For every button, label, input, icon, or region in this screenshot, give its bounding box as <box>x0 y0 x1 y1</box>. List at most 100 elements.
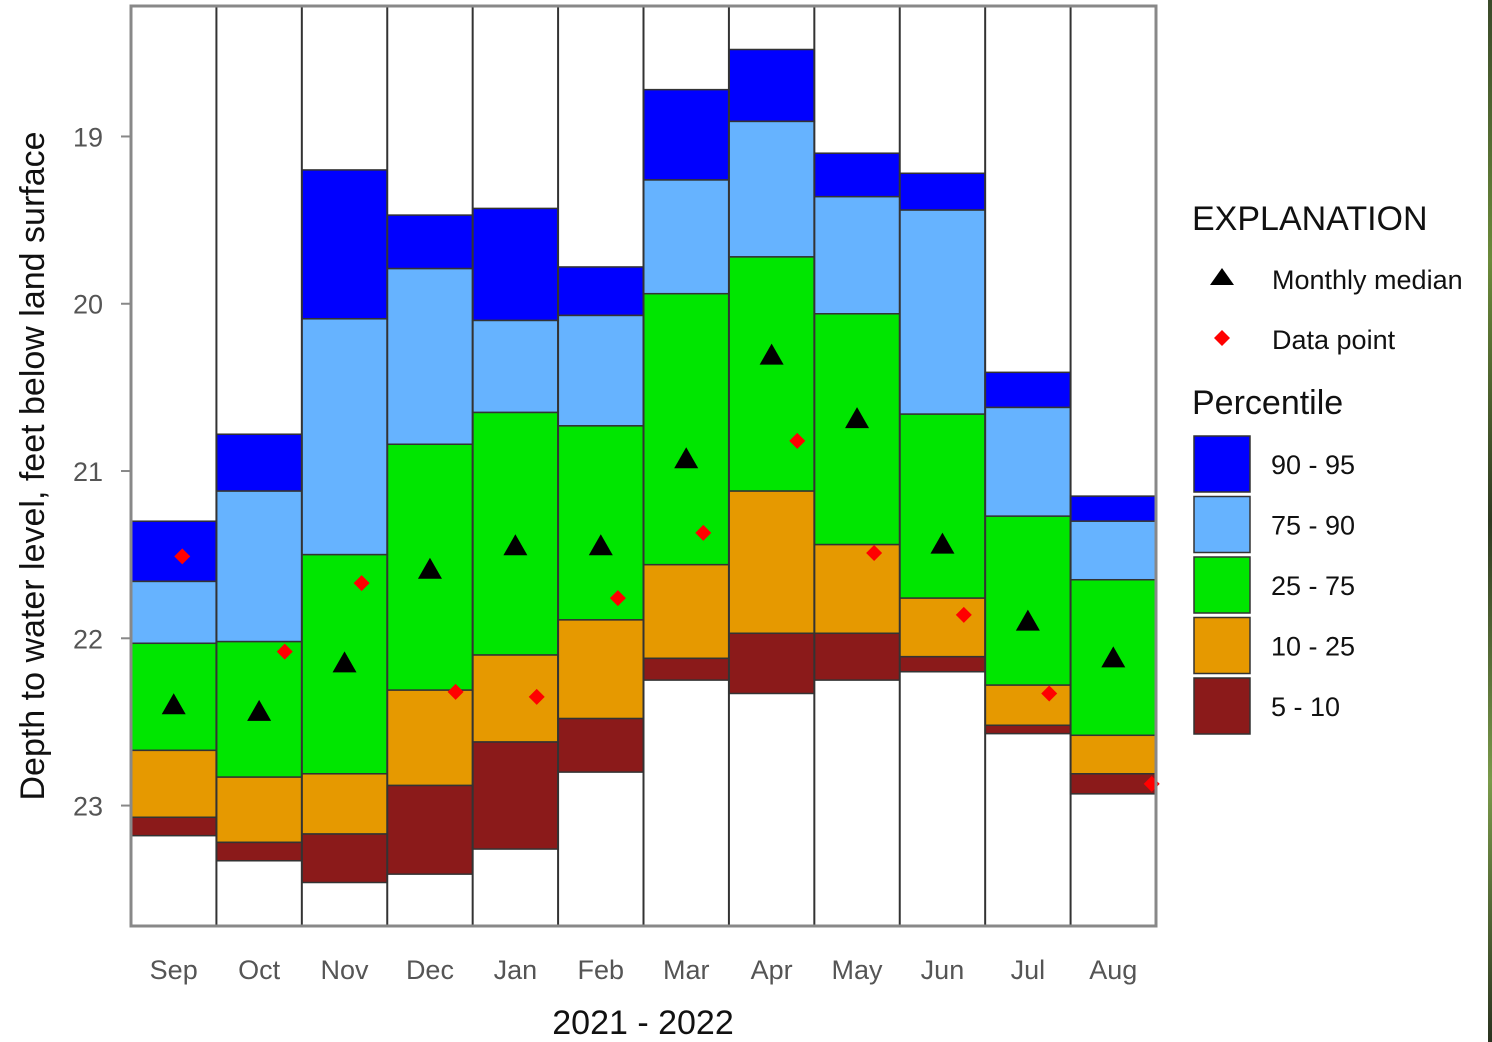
y-tick-label: 19 <box>73 122 103 152</box>
bar-p25_75-feb <box>557 425 645 621</box>
x-tick-label-jun: Jun <box>921 955 965 985</box>
bar-p90_95-sep <box>130 520 218 583</box>
bar-p10_25-jul <box>984 684 1072 727</box>
bar-p5_10-sep <box>130 816 218 837</box>
bar-p75_90-may <box>813 195 901 315</box>
bar-p75_90-aug <box>1069 520 1157 581</box>
legend-swatch-label-p10_25: 10 - 25 <box>1271 632 1355 662</box>
bar-p90_95-mar <box>642 88 730 181</box>
legend-swatch-label-p5_10: 5 - 10 <box>1271 692 1340 722</box>
bar-p5_10-nov <box>301 833 389 884</box>
x-tick-label-mar: Mar <box>663 955 710 985</box>
data-point-marker-6 <box>609 590 626 607</box>
legend-swatch-p75_90 <box>1193 495 1251 554</box>
y-tick-label: 23 <box>73 792 103 822</box>
median-marker-dec <box>417 557 442 579</box>
x-tick-label-aug: Aug <box>1089 955 1137 985</box>
median-marker-feb <box>588 534 613 556</box>
legend-swatch-label-p25_75: 25 - 75 <box>1271 571 1355 601</box>
month-dividers <box>215 6 1072 926</box>
bar-p75_90-apr <box>728 120 816 258</box>
x-axis-title: 2021 - 2022 <box>552 1004 734 1042</box>
median-marker-apr <box>759 343 784 365</box>
plot-frame <box>129 4 1158 928</box>
bar-p90_95-may <box>813 152 901 198</box>
bar-p75_90-dec <box>386 267 474 446</box>
bar-p25_75-jan <box>471 411 559 656</box>
bar-p25_75-may <box>813 313 901 546</box>
x-tick-label-may: May <box>832 955 884 985</box>
y-tick-label: 21 <box>73 457 103 487</box>
data-point-marker-2 <box>276 643 293 660</box>
bar-p10_25-may <box>813 543 901 635</box>
median-marker-nov <box>332 651 357 673</box>
bar-p5_10-aug <box>1069 773 1157 795</box>
markers-layer <box>161 343 1160 792</box>
bar-p75_90-mar <box>642 179 730 295</box>
bar-p75_90-jan <box>471 319 559 414</box>
bar-p90_95-apr <box>728 48 816 123</box>
bar-p10_25-sep <box>130 749 218 819</box>
legend-data-point-label: Data point <box>1272 325 1396 355</box>
bar-p10_25-mar <box>642 563 730 660</box>
x-tick-label-feb: Feb <box>578 955 625 985</box>
legend-data-point-icon <box>1214 330 1230 346</box>
bar-p10_25-oct <box>215 776 303 844</box>
bar-p5_10-oct <box>215 841 303 862</box>
bar-p10_25-jun <box>899 597 986 658</box>
bar-p75_90-sep <box>130 580 218 645</box>
y-axis-title: Depth to water level, feet below land su… <box>14 131 52 800</box>
median-marker-may <box>845 407 870 429</box>
bar-p90_95-aug <box>1069 495 1157 522</box>
median-marker-jan <box>503 534 528 556</box>
y-tick-label: 22 <box>73 624 103 654</box>
bar-p75_90-feb <box>557 314 645 427</box>
x-tick-label-nov: Nov <box>321 955 370 985</box>
x-tick-label-sep: Sep <box>150 955 198 985</box>
data-point-marker-3 <box>353 575 370 592</box>
median-marker-jul <box>1015 609 1040 631</box>
y-axis: 19 20 21 22 23 <box>73 122 131 822</box>
data-point-marker-10 <box>955 606 972 623</box>
x-tick-label-apr: Apr <box>751 955 793 985</box>
bar-p5_10-apr <box>728 632 816 695</box>
bars-layer <box>130 48 1157 884</box>
legend: EXPLANATION Monthly median Data point Pe… <box>1192 200 1463 735</box>
legend-percentile-title: Percentile <box>1192 384 1343 422</box>
data-point-marker-8 <box>789 432 806 449</box>
bar-p75_90-jul <box>984 406 1072 517</box>
bar-p75_90-nov <box>301 318 389 556</box>
bar-p25_75-apr <box>728 256 816 492</box>
bar-p25_75-jun <box>899 413 986 599</box>
x-tick-label-jul: Jul <box>1011 955 1046 985</box>
x-tick-label-dec: Dec <box>406 955 454 985</box>
legend-percentile-swatches: 90 - 95 75 - 90 25 - 75 10 - 25 5 - 10 <box>1193 435 1355 735</box>
data-point-marker-1 <box>174 548 191 565</box>
edge-strip <box>1488 0 1492 1042</box>
bar-p5_10-jun <box>899 655 986 673</box>
legend-swatch-p90_95 <box>1193 435 1251 493</box>
bar-p75_90-jun <box>899 209 986 415</box>
median-marker-mar <box>674 447 699 469</box>
bar-p90_95-jul <box>984 371 1072 409</box>
bar-p5_10-feb <box>557 717 645 773</box>
legend-title: EXPLANATION <box>1192 200 1428 238</box>
data-point-marker-5 <box>528 688 545 705</box>
bar-p90_95-dec <box>386 214 474 270</box>
y-tick-label: 20 <box>73 290 103 320</box>
bar-p10_25-dec <box>386 689 474 787</box>
bar-p10_25-apr <box>728 490 816 635</box>
legend-swatch-p25_75 <box>1193 556 1251 614</box>
data-point-marker-11 <box>1041 685 1058 702</box>
bar-p90_95-nov <box>301 169 389 320</box>
bar-p5_10-may <box>813 632 901 681</box>
legend-median-icon <box>1210 268 1234 285</box>
data-point-marker-9 <box>866 544 883 561</box>
legend-swatch-p5_10 <box>1193 677 1251 735</box>
bar-p5_10-jan <box>471 741 559 850</box>
bar-p10_25-jan <box>471 654 559 743</box>
bar-p10_25-aug <box>1069 734 1157 775</box>
x-tick-label-oct: Oct <box>238 955 281 985</box>
data-point-marker-7 <box>695 524 712 541</box>
